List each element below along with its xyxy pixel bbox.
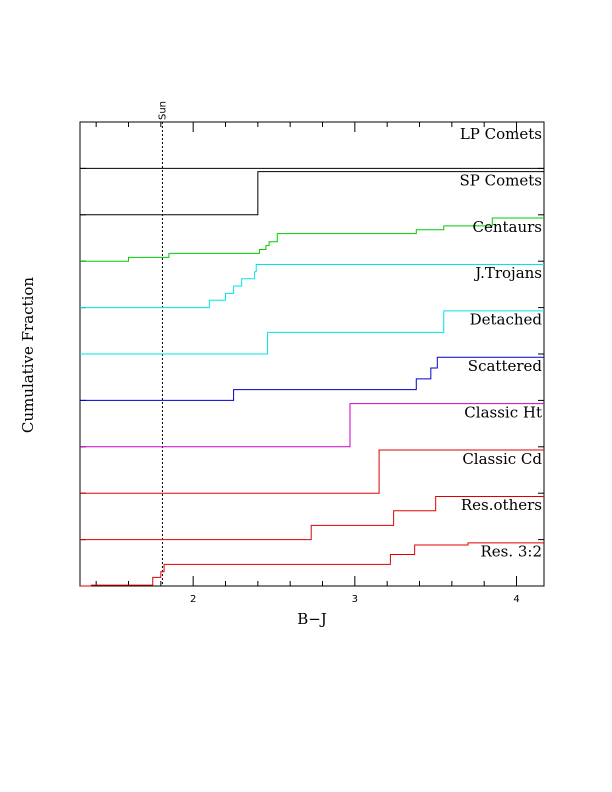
series-label: J.Trojans bbox=[473, 264, 542, 282]
series-line bbox=[80, 403, 544, 448]
x-tick-label: 3 bbox=[352, 594, 358, 605]
x-tick-label: 2 bbox=[190, 594, 196, 605]
series-label: Scattered bbox=[468, 357, 543, 375]
series-label: Res.others bbox=[461, 496, 542, 514]
series-labels-group: LP Comets SP Comets Centaurs J.Trojans Detac… bbox=[460, 125, 543, 561]
series-line bbox=[80, 542, 544, 587]
series-label: Classic Ht bbox=[464, 403, 542, 421]
series-group bbox=[80, 167, 544, 587]
y-axis-label: Cumulative Fraction bbox=[19, 277, 37, 433]
series-line bbox=[80, 217, 544, 262]
series-label: Res. 3:2 bbox=[480, 543, 542, 561]
series-line bbox=[80, 495, 544, 541]
series-line bbox=[80, 171, 544, 216]
series-line bbox=[80, 263, 544, 309]
series-line bbox=[80, 449, 544, 494]
series-line bbox=[80, 310, 544, 355]
series-line bbox=[80, 356, 544, 401]
sun-label: Sun bbox=[157, 101, 168, 120]
series-label: LP Comets bbox=[460, 125, 542, 143]
series-label: SP Comets bbox=[460, 171, 542, 189]
x-tick-label: 4 bbox=[513, 594, 519, 605]
series-label: Detached bbox=[470, 311, 543, 329]
series-label: Classic Cd bbox=[462, 450, 542, 468]
series-label: Centaurs bbox=[472, 218, 542, 236]
x-axis-label: B−J bbox=[297, 610, 327, 628]
